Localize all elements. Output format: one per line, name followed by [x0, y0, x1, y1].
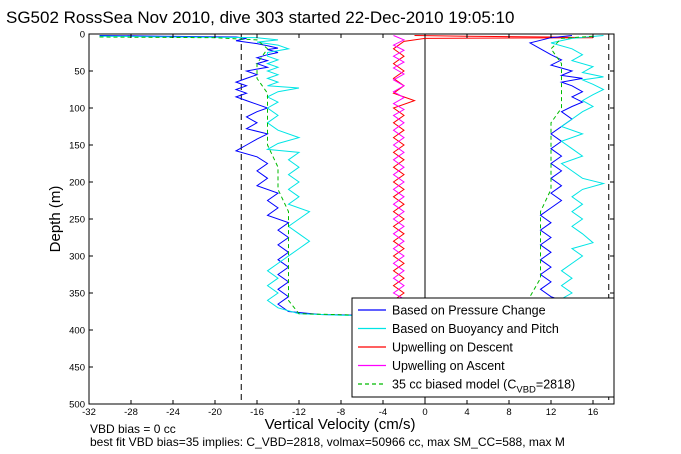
series-line	[392, 35, 406, 300]
x-tick-label: 8	[506, 407, 511, 418]
series-line	[392, 35, 594, 315]
series-line	[99, 36, 363, 316]
x-tick-label: 4	[464, 407, 469, 418]
x-tick-label: -20	[208, 407, 222, 418]
y-tick-label: 350	[69, 289, 85, 300]
axes: -32 -28 -24 -20 -16 -12 -8 -4 0 4 8 12 16 0 50 100 150 20…	[69, 30, 615, 418]
chart-title: SG502 RossSea Nov 2010, dive 303 started…	[6, 8, 514, 27]
y-tick-label: 450	[69, 363, 85, 374]
legend-box	[351, 297, 615, 398]
x-tick-label: 16	[588, 407, 599, 418]
x-tick-label: -24	[166, 407, 180, 418]
x-axis-label: Vertical Velocity (cm/s)	[265, 416, 416, 433]
best-fit-note: best fit VBD bias=35 implies: C_VBD=2818…	[90, 435, 565, 449]
series-line	[99, 35, 363, 316]
series-line	[528, 35, 584, 301]
x-tick-label: 0	[422, 407, 427, 418]
vbd-bias-note: VBD bias = 0 cc	[90, 422, 176, 436]
legend-label-model: 35 cc biased model (CVBD=2818)	[392, 378, 575, 396]
x-tick-label: -12	[292, 407, 306, 418]
y-tick-label: 100	[69, 104, 85, 115]
legend-label: Based on Buoyancy and Pitch	[392, 322, 559, 336]
y-tick-label: 250	[69, 215, 85, 226]
x-tick-label: -28	[124, 407, 138, 418]
x-tick-label: -8	[337, 407, 345, 418]
x-tick-label: 12	[546, 407, 557, 418]
legend-label: Upwelling on Ascent	[392, 359, 505, 373]
legend: Based on Pressure Change Based on Buoyanc…	[351, 297, 615, 398]
x-tick-label: -16	[250, 407, 264, 418]
y-tick-label: 50	[74, 67, 85, 78]
data-series	[99, 35, 606, 317]
y-tick-label: 0	[80, 30, 85, 41]
y-axis-label: Depth (m)	[47, 186, 64, 253]
y-tick-label: 300	[69, 252, 85, 263]
y-tick-label: 200	[69, 178, 85, 189]
x-tick-label: -32	[82, 407, 96, 418]
legend-label: Based on Pressure Change	[392, 304, 546, 318]
legend-label: Upwelling on Descent	[392, 341, 513, 355]
y-tick-label: 150	[69, 141, 85, 152]
series-line	[540, 35, 606, 303]
y-tick-label: 500	[69, 400, 85, 411]
y-tick-label: 400	[69, 326, 85, 337]
series-line	[99, 35, 373, 317]
x-tick-label: -4	[379, 407, 387, 418]
